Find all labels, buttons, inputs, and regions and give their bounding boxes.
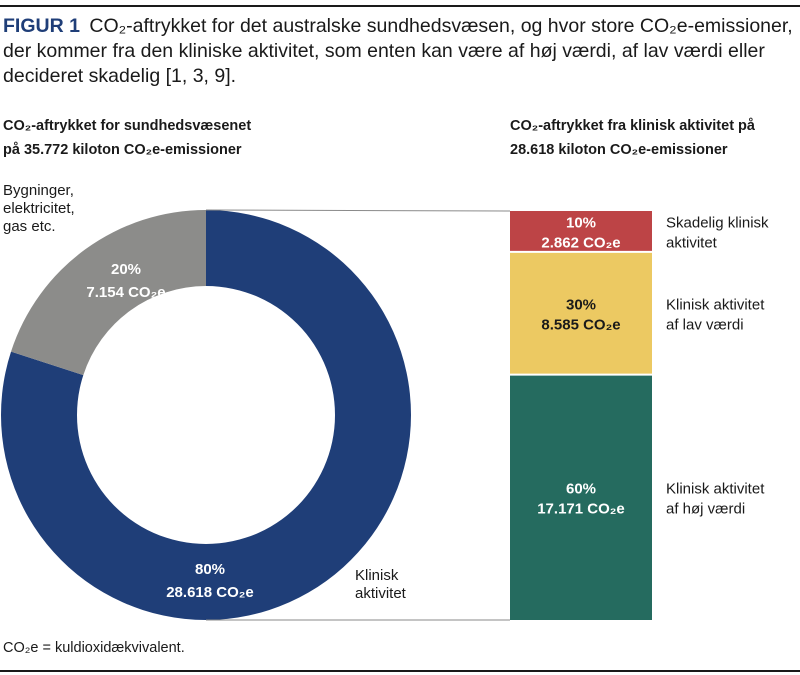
bar-segment-value: 17.171 CO₂e	[537, 500, 625, 517]
bar-segment-value: 8.585 CO₂e	[541, 316, 620, 333]
bottom-rule	[0, 670, 800, 672]
bar-segment-value: 2.862 CO₂e	[541, 234, 620, 251]
donut-slice-label: Klinisk aktivitet	[355, 567, 407, 602]
bar-segment-percent: 30%	[566, 296, 596, 313]
figure-caption: FIGUR 1 CO₂-aftrykket for det australske…	[3, 14, 793, 89]
donut-slice-value: 28.618 CO₂e	[166, 584, 254, 601]
bar-chart-title: CO₂-aftrykket fra klinisk aktivitet på 2…	[510, 114, 800, 162]
connector-line-top	[205, 209, 511, 212]
bar-segment-percent: 10%	[566, 214, 596, 231]
bar-segment-percent: 60%	[566, 480, 596, 497]
bar-segment	[510, 251, 652, 375]
donut-title-line-1: CO₂-aftrykket for sundhedsvæsenet	[3, 118, 252, 134]
donut-chart-title: CO₂-aftrykket for sundhedsvæsenet på 35.…	[3, 114, 403, 162]
figure-label: FIGUR 1	[3, 15, 80, 37]
footnote: CO₂e = kuldioxidækvivalent.	[3, 640, 185, 656]
bar-segment-label: Klinisk aktivitet af lav værdi	[666, 296, 765, 333]
bar-segment-label: Klinisk aktivitet af høj værdi	[666, 480, 765, 517]
bar-title-line-2: 28.618 kiloton CO₂e-emissioner	[510, 142, 728, 158]
donut-slice	[1, 210, 411, 620]
donut-slice-value: 7.154 CO₂e	[86, 284, 165, 301]
caption-text: CO₂-aftrykket for det australske sundhed…	[3, 15, 793, 87]
top-rule	[0, 5, 800, 7]
donut-slice-label: Bygninger, elektricitet, gas etc.	[3, 182, 75, 235]
donut-slice-percent: 20%	[111, 261, 141, 278]
bar-title-line-1: CO₂-aftrykket fra klinisk aktivitet på	[510, 118, 755, 134]
donut-slice-percent: 80%	[195, 561, 225, 578]
bar-segment-label: Skadelig klinisk aktivitet	[666, 214, 769, 251]
bar-segment	[510, 211, 652, 252]
donut-title-line-2: på 35.772 kiloton CO₂e-emissioner	[3, 142, 242, 158]
donut-slice	[11, 210, 206, 376]
bar-segment	[510, 374, 652, 620]
